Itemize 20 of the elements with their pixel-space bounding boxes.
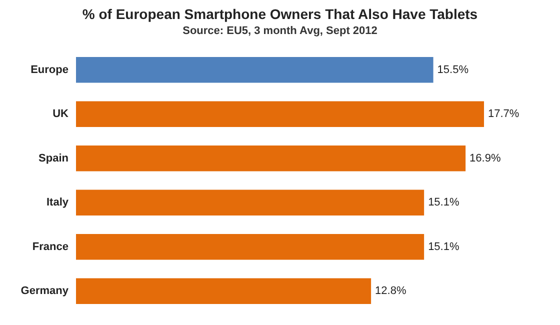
bar: [76, 57, 434, 83]
bar: [76, 101, 484, 127]
y-tick-label: Italy: [46, 196, 70, 209]
data-label: 15.1%: [428, 196, 460, 209]
y-tick-label: Germany: [20, 285, 70, 298]
y-tick-label: UK: [52, 108, 69, 120]
y-tick-label: France: [32, 240, 68, 253]
data-label: 12.8%: [375, 285, 406, 298]
chart-title: % of European Smartphone Owners That Also Have Tablets: [82, 6, 478, 22]
bar: [76, 234, 424, 260]
chart-subtitle: Source: EU5, 3 month Avg, Sept 2012: [182, 25, 378, 37]
data-label: 17.7%: [488, 108, 520, 120]
bar: [76, 278, 372, 304]
data-label: 15.1%: [428, 240, 460, 253]
bar: [76, 190, 424, 216]
data-label: 16.9%: [470, 152, 501, 164]
y-tick-label: Spain: [38, 152, 69, 164]
y-tick-label: Europe: [30, 64, 68, 76]
data-label: 15.5%: [437, 64, 469, 76]
bar: [76, 146, 466, 172]
